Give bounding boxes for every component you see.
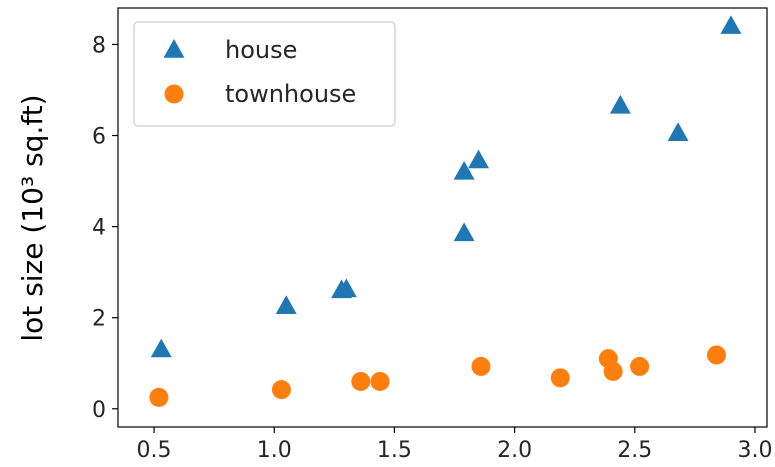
legend-house-label: house bbox=[225, 36, 297, 64]
legend-townhouse-marker bbox=[164, 84, 184, 104]
x-tick-label: 1.5 bbox=[377, 438, 412, 463]
y-tick-label: 8 bbox=[92, 33, 106, 58]
house-point bbox=[275, 295, 297, 315]
townhouse-point bbox=[630, 356, 650, 376]
house-point bbox=[609, 94, 631, 114]
house-point bbox=[720, 15, 742, 34]
data-marks bbox=[149, 15, 742, 407]
legend: house townhouse bbox=[133, 21, 396, 127]
house-point bbox=[468, 149, 490, 169]
house-point bbox=[335, 278, 357, 298]
townhouse-point bbox=[707, 345, 727, 365]
house-point bbox=[667, 122, 689, 141]
townhouse-point bbox=[149, 387, 169, 407]
townhouse-point bbox=[471, 356, 491, 376]
legend-townhouse-label: townhouse bbox=[225, 80, 356, 108]
townhouse-point bbox=[603, 361, 623, 381]
y-tick-label: 4 bbox=[92, 216, 106, 241]
house-point bbox=[453, 222, 475, 242]
house-point bbox=[150, 338, 172, 358]
plot-frame bbox=[117, 7, 768, 428]
house-point bbox=[453, 160, 475, 180]
y-axis: 0 2 4 6 8 bbox=[92, 33, 118, 423]
townhouse-point bbox=[550, 368, 570, 388]
x-axis: 0.5 1.0 1.5 2.0 2.5 3.0 bbox=[137, 427, 772, 463]
y-tick-label: 0 bbox=[92, 398, 106, 423]
y-tick-label: 6 bbox=[92, 125, 106, 150]
x-tick-label: 3.0 bbox=[737, 438, 772, 463]
x-tick-label: 2.5 bbox=[617, 438, 652, 463]
x-tick-label: 0.5 bbox=[137, 438, 172, 463]
x-tick-label: 1.0 bbox=[257, 438, 292, 463]
y-axis-label: lot size (10³ sq.ft) bbox=[16, 94, 49, 341]
legend-box bbox=[133, 21, 396, 127]
x-tick-label: 2.0 bbox=[497, 438, 532, 463]
townhouse-point bbox=[370, 371, 390, 391]
townhouse-point bbox=[351, 371, 371, 391]
y-tick-label: 2 bbox=[92, 307, 106, 332]
townhouse-point bbox=[271, 380, 291, 400]
legend-house-marker bbox=[163, 39, 185, 58]
